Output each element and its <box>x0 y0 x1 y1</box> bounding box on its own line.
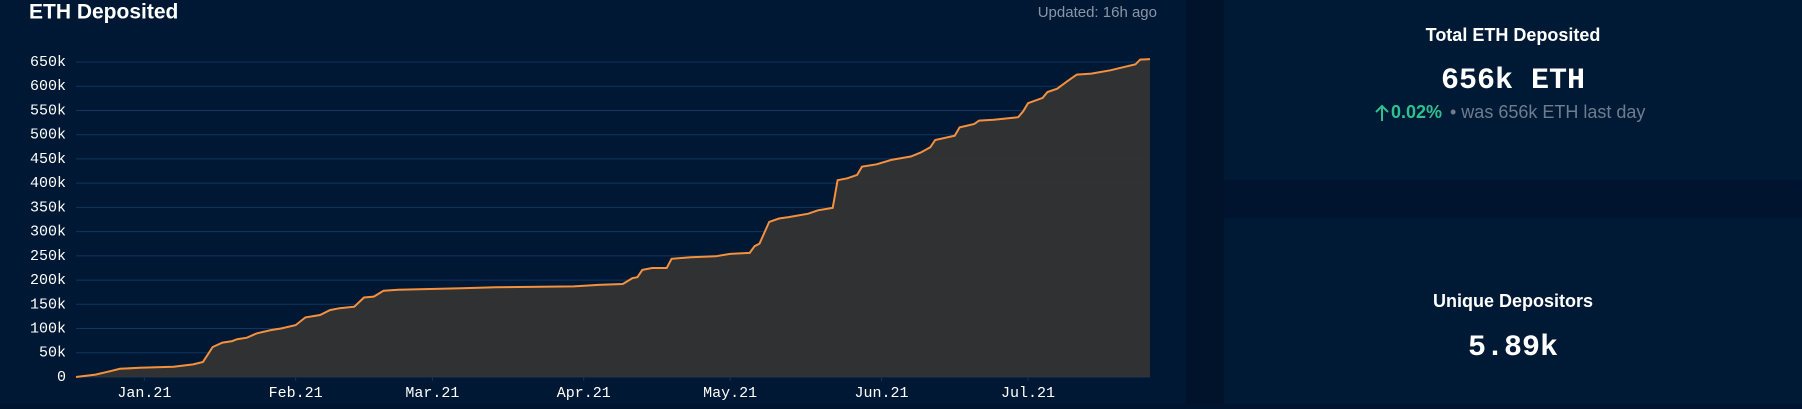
y-tick-label: 550k <box>30 102 66 119</box>
stat-card <box>1224 218 1802 404</box>
y-tick-label: 400k <box>30 175 66 192</box>
up-arrow <box>1375 104 1389 121</box>
x-tick-label: Jun.21 <box>854 385 908 402</box>
x-tick-label: Jan.21 <box>117 385 171 402</box>
updated-label: Updated: 16h ago <box>1038 4 1157 21</box>
divider <box>1186 0 1224 404</box>
stat-note: • was 656k ETH last day <box>1450 102 1645 122</box>
x-tick-label: Mar.21 <box>405 385 459 402</box>
stat-value: 5.89k <box>1468 331 1558 365</box>
y-tick-label: 100k <box>30 321 66 338</box>
stat-value: 656k ETH <box>1441 64 1585 98</box>
y-tick-label: 200k <box>30 272 66 289</box>
plot: 0 50k 100k 150k 200k 250k 300k 350k 400k 450k 500k… <box>30 54 1151 402</box>
y-tick-label: 600k <box>30 78 66 95</box>
stat-card <box>1224 0 1802 180</box>
y-tick-label: 250k <box>30 248 66 265</box>
area <box>76 59 1150 377</box>
x-tick-label: May.21 <box>703 385 757 402</box>
line <box>75 58 1151 378</box>
x-tick-label: Jul.21 <box>1001 385 1055 402</box>
x-tick-label: Apr.21 <box>557 385 611 402</box>
chart-title: ETH Deposited <box>29 1 178 24</box>
y-tick-label: 350k <box>30 199 66 216</box>
stat-title: Total ETH Deposited <box>1426 25 1601 45</box>
y-tick-label: 150k <box>30 296 66 313</box>
stat-title: Unique Depositors <box>1433 291 1593 311</box>
y-tick-label: 300k <box>30 224 66 241</box>
y-tick-label: 450k <box>30 151 66 168</box>
y-tick-label: 500k <box>30 127 66 144</box>
x-tick-label: Feb.21 <box>269 385 323 402</box>
y-tick-label: 0 <box>57 369 66 386</box>
y-tick-label: 50k <box>39 345 66 362</box>
stat-change: 0.02% <box>1391 102 1442 122</box>
y-tick-label: 650k <box>30 54 66 71</box>
